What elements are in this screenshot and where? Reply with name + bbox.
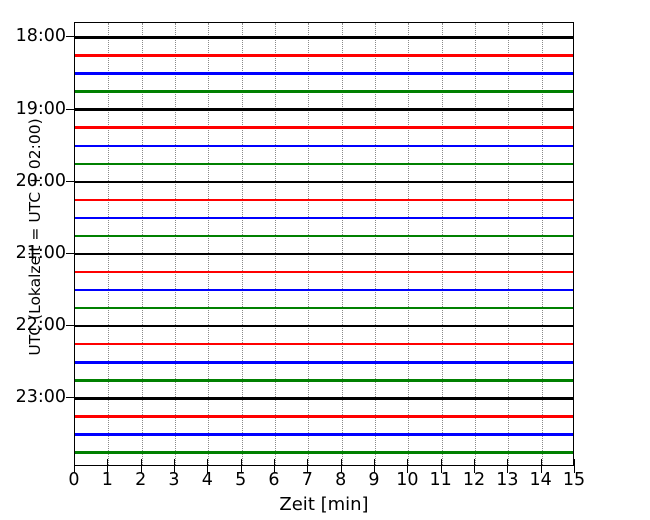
x-tick-mark <box>240 466 242 473</box>
x-tick-mark-inner <box>307 459 309 466</box>
x-tick-mark-inner <box>274 459 275 466</box>
x-tick-mark-inner <box>574 459 575 466</box>
x-tick-mark <box>440 466 442 473</box>
y-tick-label: 19:00 <box>15 98 66 119</box>
x-tick-label: 3 <box>168 470 180 490</box>
x-tick-mark <box>140 466 142 473</box>
x-tick-mark-inner <box>207 459 209 466</box>
y-tick-label: 20:00 <box>15 170 66 191</box>
x-tick-mark-inner <box>440 459 442 466</box>
y-tick-mark-inner <box>74 253 81 255</box>
y-tick-label: 18:00 <box>15 26 66 47</box>
x-tick-mark <box>340 466 342 473</box>
x-tick-mark-inner <box>107 459 109 466</box>
gridline-vertical <box>308 23 310 465</box>
x-tick-label: 9 <box>368 470 380 490</box>
x-tick-label: 4 <box>201 470 213 490</box>
x-tick-label: 5 <box>235 470 247 490</box>
x-tick-mark <box>507 466 509 473</box>
x-tick-label: 12 <box>462 470 486 490</box>
x-tick-label: 6 <box>268 470 280 490</box>
gridline-vertical <box>341 23 343 465</box>
gridline-vertical <box>241 23 243 465</box>
y-tick-label: 23:00 <box>15 387 66 408</box>
x-tick-mark-inner <box>140 459 142 466</box>
x-tick-mark <box>407 466 409 473</box>
gridline-vertical <box>375 23 376 465</box>
x-tick-mark-inner <box>174 459 175 466</box>
x-tick-label: 1 <box>101 470 113 490</box>
y-tick-mark <box>66 325 74 327</box>
x-tick-mark-inner <box>407 459 409 466</box>
x-tick-mark <box>540 466 542 473</box>
x-tick-mark <box>574 466 575 473</box>
y-tick-mark <box>66 253 74 255</box>
y-tick-label: 21:00 <box>15 243 66 264</box>
y-tick-label: 22:00 <box>15 315 66 336</box>
plot-area <box>74 22 574 466</box>
gridline-vertical <box>441 23 443 465</box>
x-tick-mark <box>274 466 275 473</box>
x-tick-label: 10 <box>396 470 419 490</box>
y-tick-mark-inner <box>74 397 81 399</box>
gridline-vertical <box>408 23 410 465</box>
y-tick-mark-inner <box>74 180 81 182</box>
x-tick-label: 15 <box>562 470 586 490</box>
y-tick-mark-inner <box>74 36 81 38</box>
gridline-vertical <box>508 23 510 465</box>
y-tick-mark <box>66 36 74 38</box>
x-tick-mark <box>307 466 309 473</box>
x-tick-mark <box>474 466 475 473</box>
x-tick-mark-inner <box>374 459 375 466</box>
y-tick-mark <box>66 180 74 182</box>
gridline-vertical <box>208 23 210 465</box>
gridline-vertical <box>275 23 276 465</box>
x-tick-mark-inner <box>340 459 342 466</box>
gridline-vertical <box>175 23 176 465</box>
x-tick-mark <box>174 466 175 473</box>
x-tick-mark <box>374 466 375 473</box>
x-tick-mark <box>74 466 75 473</box>
gridline-vertical <box>541 23 543 465</box>
y-tick-mark-inner <box>74 108 81 110</box>
x-tick-mark-inner <box>507 459 509 466</box>
x-tick-mark-inner <box>540 459 542 466</box>
y-tick-mark <box>66 108 74 110</box>
x-tick-label: 7 <box>301 470 313 490</box>
x-tick-mark <box>107 466 109 473</box>
gridline-vertical <box>475 23 476 465</box>
gridline-vertical <box>108 23 110 465</box>
x-tick-mark-inner <box>474 459 475 466</box>
y-tick-mark-inner <box>74 325 81 327</box>
x-axis-title: Zeit [min] <box>279 494 369 515</box>
y-tick-mark <box>66 397 74 399</box>
x-tick-label: 2 <box>135 470 147 490</box>
gridline-vertical <box>141 23 143 465</box>
x-tick-mark-inner <box>74 459 75 466</box>
x-tick-mark <box>207 466 209 473</box>
x-tick-label: 8 <box>335 470 347 490</box>
y-axis-title: UTC (Lokalzeit = UTC + 02:00) <box>26 118 44 356</box>
x-axis-tick-labels: 0 1 2 3 4 5 6 7 8 9 10 11 12 13 14 15 <box>0 470 650 498</box>
x-tick-mark-inner <box>240 459 242 466</box>
x-tick-label: 13 <box>496 470 519 490</box>
x-tick-label: 11 <box>429 470 452 490</box>
y-axis-tick-labels: 18:00 19:00 20:00 21:00 22:00 23:00 <box>0 0 66 520</box>
x-tick-label: 0 <box>68 470 80 490</box>
x-tick-label: 14 <box>529 470 552 490</box>
